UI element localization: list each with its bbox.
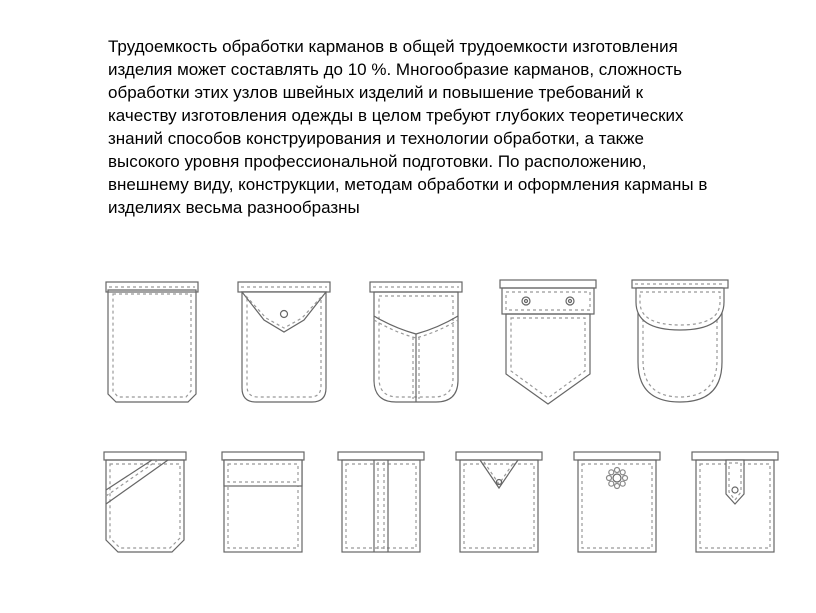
pocket-yoke bbox=[364, 272, 468, 412]
pocket-row-2 bbox=[100, 448, 780, 560]
pocket-round-flap bbox=[628, 272, 732, 412]
pocket-simple bbox=[100, 272, 204, 412]
pocket-vnotch bbox=[454, 448, 544, 560]
pocket-row-1 bbox=[100, 272, 732, 412]
pocket-rosette bbox=[572, 448, 662, 560]
pocket-placket bbox=[690, 448, 780, 560]
pocket-envelope bbox=[218, 448, 308, 560]
pocket-button-flap bbox=[496, 272, 600, 412]
pocket-pleated bbox=[336, 448, 426, 560]
body-text: Трудоемкость обработки карманов в общей … bbox=[108, 36, 708, 220]
pocket-diagonal bbox=[100, 448, 190, 560]
pocket-pointed-flap bbox=[232, 272, 336, 412]
